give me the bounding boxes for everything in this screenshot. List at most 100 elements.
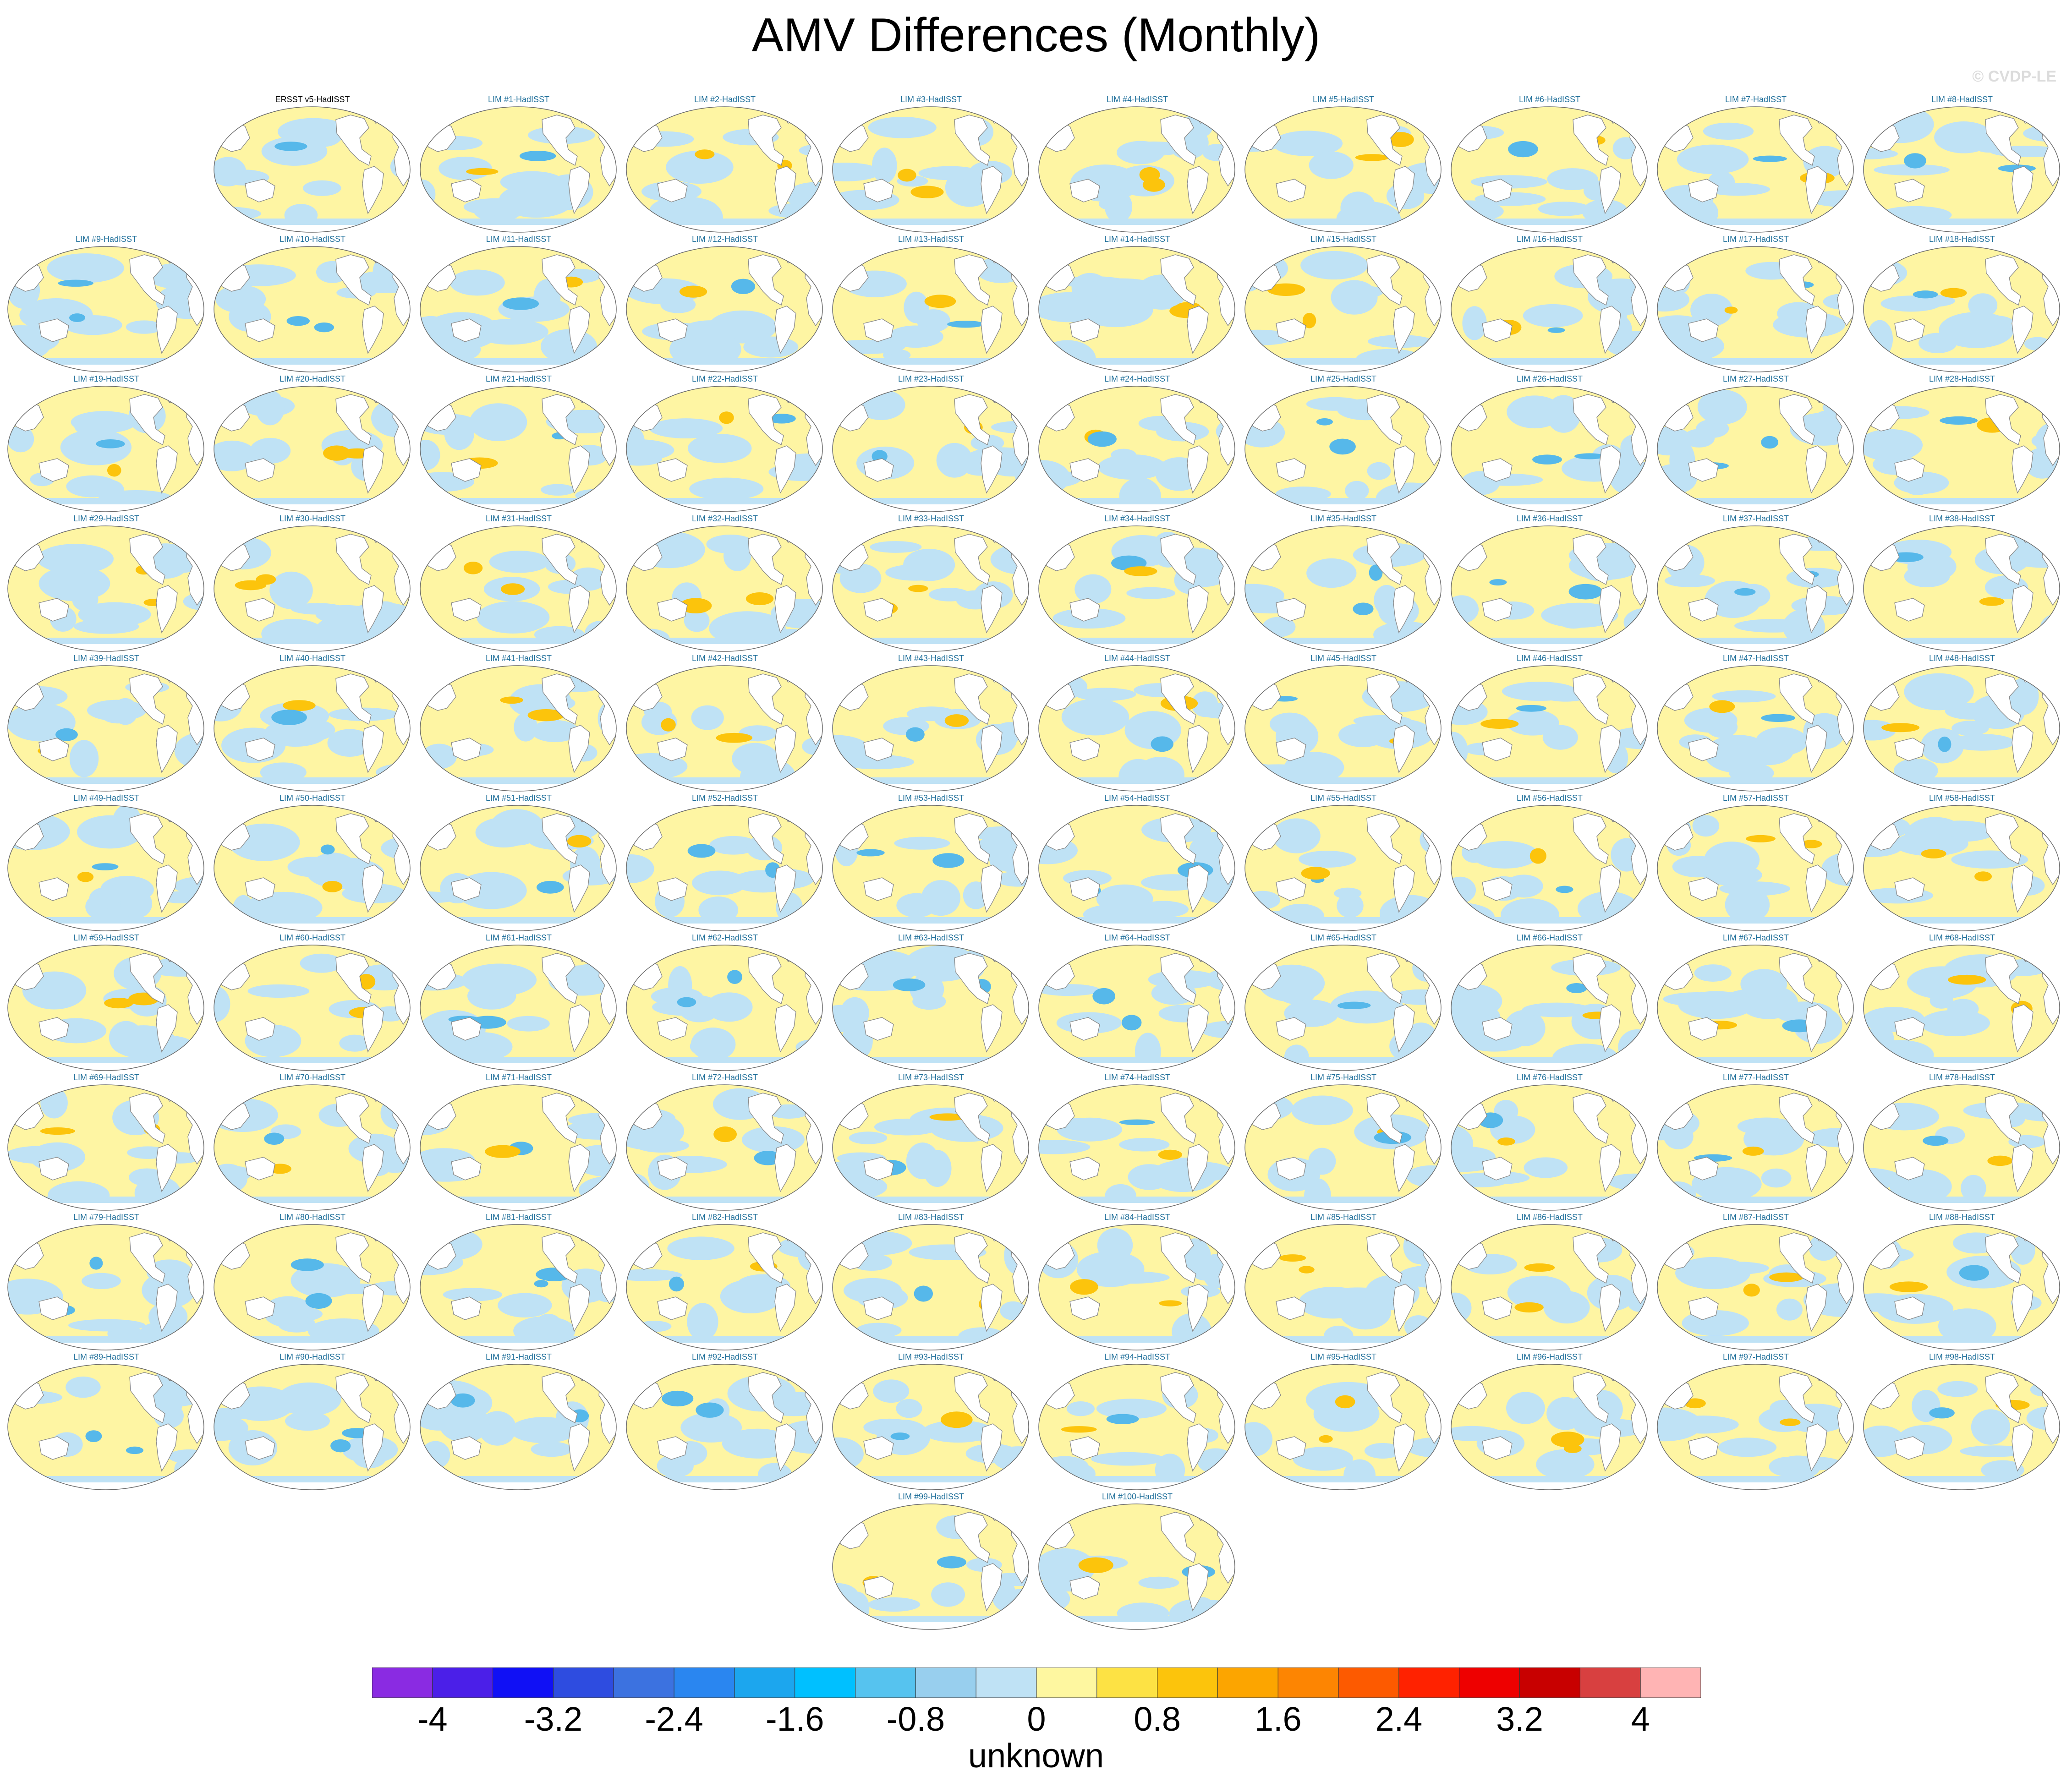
panel-title: LIM #19-HadISST bbox=[73, 374, 140, 383]
colorbar-swatch bbox=[1398, 1667, 1460, 1698]
map-panel: LIM #7-HadISST bbox=[1656, 95, 1855, 234]
world-map bbox=[214, 805, 411, 931]
map-panel: LIM #53-HadISST bbox=[832, 793, 1031, 933]
panel-title: LIM #51-HadISST bbox=[485, 793, 552, 803]
panel-title: LIM #97-HadISST bbox=[1722, 1352, 1789, 1361]
world-map bbox=[420, 1224, 617, 1350]
map-panel: LIM #82-HadISST bbox=[625, 1213, 824, 1352]
world-map bbox=[626, 106, 823, 233]
panel-title: LIM #28-HadISST bbox=[1929, 374, 1995, 383]
colorbar-swatch bbox=[1096, 1667, 1158, 1698]
panel-title: LIM #6-HadISST bbox=[1518, 95, 1581, 104]
panel-title: LIM #59-HadISST bbox=[73, 933, 140, 942]
colorbar-swatch bbox=[372, 1667, 433, 1698]
world-map bbox=[420, 665, 617, 792]
world-map bbox=[1451, 805, 1648, 931]
world-map bbox=[420, 246, 617, 372]
world-map bbox=[1657, 1084, 1854, 1211]
panel-title: LIM #14-HadISST bbox=[1104, 235, 1171, 244]
colorbar-tick-label: -1.6 bbox=[765, 1700, 824, 1738]
map-panel: LIM #41-HadISST bbox=[419, 654, 618, 793]
world-map bbox=[1863, 525, 2060, 652]
panel-title: LIM #11-HadISST bbox=[486, 235, 552, 244]
world-map bbox=[832, 665, 1029, 792]
colorbar bbox=[372, 1667, 1701, 1698]
map-panel: LIM #46-HadISST bbox=[1450, 654, 1649, 793]
colorbar-swatch bbox=[432, 1667, 493, 1698]
panel-title: LIM #91-HadISST bbox=[485, 1352, 552, 1361]
map-panel: LIM #14-HadISST bbox=[1038, 235, 1237, 374]
world-map bbox=[832, 1364, 1029, 1490]
panel-title: LIM #49-HadISST bbox=[73, 793, 140, 803]
world-map bbox=[1657, 805, 1854, 931]
world-map bbox=[7, 386, 204, 512]
world-map bbox=[420, 805, 617, 931]
map-panel: LIM #20-HadISST bbox=[213, 374, 412, 514]
world-map bbox=[1863, 1364, 2060, 1490]
map-panel: LIM #97-HadISST bbox=[1656, 1352, 1855, 1492]
world-map bbox=[832, 386, 1029, 512]
panel-title: LIM #40-HadISST bbox=[279, 654, 346, 663]
map-panel: LIM #56-HadISST bbox=[1450, 793, 1649, 933]
map-panel: LIM #68-HadISST bbox=[1863, 933, 2061, 1072]
world-map bbox=[1657, 386, 1854, 512]
panel-title: LIM #65-HadISST bbox=[1310, 933, 1377, 942]
map-panel: LIM #74-HadISST bbox=[1038, 1073, 1237, 1212]
panel-title: LIM #58-HadISST bbox=[1929, 793, 1995, 803]
colorbar-swatch bbox=[1338, 1667, 1399, 1698]
map-panel: LIM #5-HadISST bbox=[1244, 95, 1443, 234]
map-panel: LIM #4-HadISST bbox=[1038, 95, 1237, 234]
map-panel: LIM #77-HadISST bbox=[1656, 1073, 1855, 1212]
world-map bbox=[1244, 1364, 1442, 1490]
panel-title: LIM #85-HadISST bbox=[1310, 1213, 1377, 1222]
world-map bbox=[1657, 246, 1854, 372]
colorbar-swatch bbox=[1459, 1667, 1520, 1698]
map-panel: LIM #23-HadISST bbox=[832, 374, 1031, 514]
world-map bbox=[7, 945, 204, 1071]
map-panel: LIM #76-HadISST bbox=[1450, 1073, 1649, 1212]
map-panel: LIM #26-HadISST bbox=[1450, 374, 1649, 514]
world-map bbox=[1657, 945, 1854, 1071]
map-panel: LIM #34-HadISST bbox=[1038, 514, 1237, 653]
colorbar-swatch bbox=[1217, 1667, 1278, 1698]
colorbar-tick-label: 4 bbox=[1631, 1700, 1650, 1738]
world-map bbox=[420, 1364, 617, 1490]
colorbar-swatch bbox=[1277, 1667, 1339, 1698]
map-panel: LIM #85-HadISST bbox=[1244, 1213, 1443, 1352]
world-map bbox=[832, 1224, 1029, 1350]
panel-title: LIM #7-HadISST bbox=[1725, 95, 1787, 104]
panel-title: LIM #46-HadISST bbox=[1516, 654, 1583, 663]
colorbar-swatch bbox=[1640, 1667, 1701, 1698]
world-map bbox=[1038, 1084, 1235, 1211]
world-map bbox=[1038, 246, 1235, 372]
panel-title: LIM #12-HadISST bbox=[691, 235, 758, 244]
panel-title: LIM #34-HadISST bbox=[1104, 514, 1171, 523]
world-map bbox=[1657, 1224, 1854, 1350]
map-panel: LIM #28-HadISST bbox=[1863, 374, 2061, 514]
map-panel: LIM #83-HadISST bbox=[832, 1213, 1031, 1352]
world-map bbox=[7, 805, 204, 931]
panel-title: LIM #90-HadISST bbox=[279, 1352, 346, 1361]
panel-title: LIM #24-HadISST bbox=[1104, 374, 1171, 383]
map-panel: LIM #9-HadISST bbox=[7, 235, 206, 374]
panel-title: LIM #15-HadISST bbox=[1310, 235, 1377, 244]
panel-title: LIM #100-HadISST bbox=[1102, 1492, 1173, 1501]
world-map bbox=[1451, 525, 1648, 652]
map-panel: LIM #52-HadISST bbox=[625, 793, 824, 933]
panel-title: LIM #68-HadISST bbox=[1929, 933, 1995, 942]
map-panel: LIM #42-HadISST bbox=[625, 654, 824, 793]
panel-title: LIM #35-HadISST bbox=[1310, 514, 1377, 523]
world-map bbox=[1244, 1224, 1442, 1350]
map-panel: LIM #51-HadISST bbox=[419, 793, 618, 933]
colorbar-swatch bbox=[855, 1667, 916, 1698]
panel-title: LIM #75-HadISST bbox=[1310, 1073, 1377, 1082]
panel-title: LIM #74-HadISST bbox=[1104, 1073, 1171, 1082]
world-map bbox=[420, 945, 617, 1071]
panel-title: LIM #44-HadISST bbox=[1104, 654, 1171, 663]
map-panel: LIM #21-HadISST bbox=[419, 374, 618, 514]
colorbar-swatch bbox=[493, 1667, 554, 1698]
map-panel: LIM #45-HadISST bbox=[1244, 654, 1443, 793]
map-panel: LIM #55-HadISST bbox=[1244, 793, 1443, 933]
map-panel: LIM #95-HadISST bbox=[1244, 1352, 1443, 1492]
map-panel: LIM #70-HadISST bbox=[213, 1073, 412, 1212]
